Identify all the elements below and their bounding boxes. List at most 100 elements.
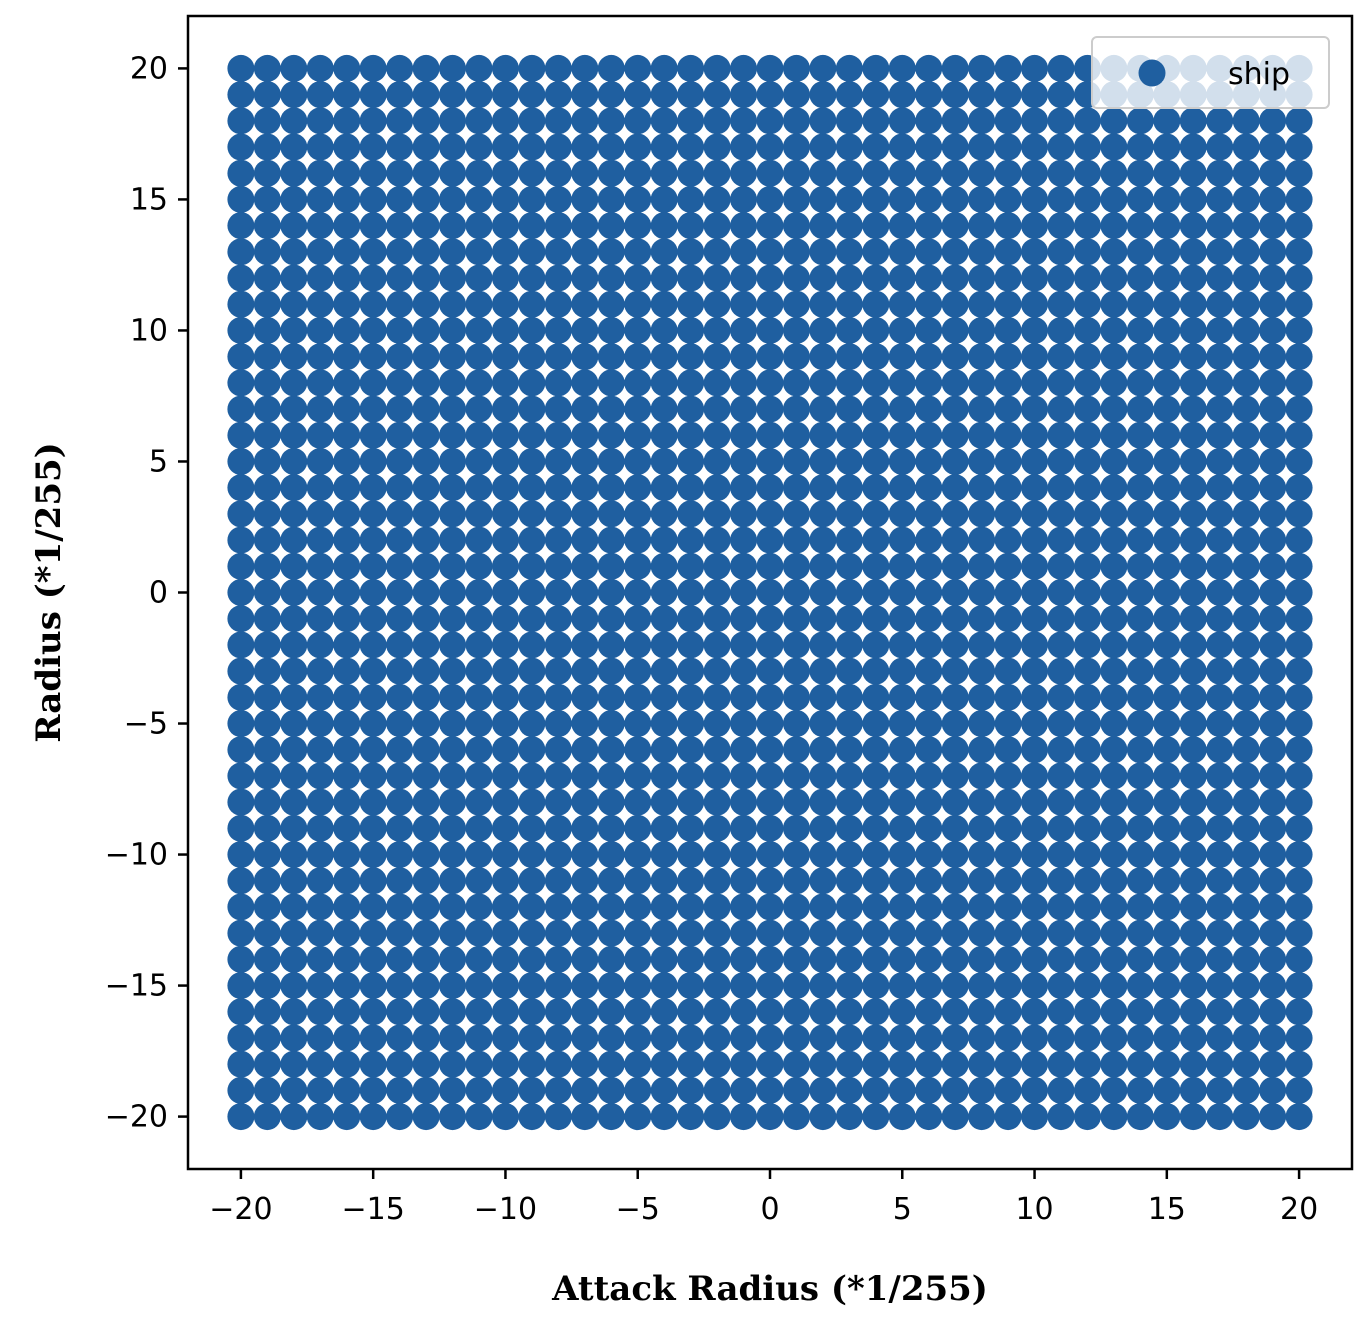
data-point — [1047, 474, 1075, 502]
data-point — [1206, 552, 1234, 580]
data-point — [544, 631, 572, 659]
data-point — [888, 81, 916, 109]
data-point — [518, 867, 546, 895]
data-point — [1232, 736, 1260, 764]
data-point — [1126, 159, 1154, 187]
data-point — [888, 185, 916, 213]
data-point — [597, 788, 625, 816]
data-point — [439, 81, 467, 109]
data-point — [491, 657, 519, 685]
data-point — [1073, 762, 1101, 790]
data-point — [359, 788, 387, 816]
data-point — [915, 474, 943, 502]
data-point — [888, 683, 916, 711]
data-point — [650, 343, 678, 371]
data-point — [1047, 1050, 1075, 1078]
data-point — [1126, 290, 1154, 318]
data-point — [280, 159, 308, 187]
data-point — [359, 54, 387, 82]
data-point — [306, 107, 334, 135]
data-point — [571, 421, 599, 449]
data-point — [465, 290, 493, 318]
data-point — [1100, 1103, 1128, 1131]
data-point — [915, 185, 943, 213]
data-point — [412, 185, 440, 213]
data-point — [994, 998, 1022, 1026]
data-point — [597, 290, 625, 318]
data-point — [1232, 290, 1260, 318]
data-point — [1153, 814, 1181, 842]
data-point — [835, 972, 863, 1000]
data-point — [386, 657, 414, 685]
data-point — [968, 762, 996, 790]
data-point — [835, 579, 863, 606]
data-point — [1285, 736, 1313, 764]
x-axis: −20 −15 −10 −5 0 5 10 15 20 — [209, 1169, 1318, 1227]
data-point — [544, 762, 572, 790]
data-point — [491, 316, 519, 344]
data-point — [835, 238, 863, 266]
data-point — [518, 1024, 546, 1052]
data-point — [994, 54, 1022, 82]
data-point — [280, 133, 308, 161]
data-point — [280, 447, 308, 475]
data-point — [941, 264, 969, 292]
data-point — [1206, 316, 1234, 344]
data-point — [253, 579, 281, 606]
data-point — [465, 631, 493, 659]
data-point — [1047, 316, 1075, 344]
data-point — [809, 657, 837, 685]
data-point — [1232, 133, 1260, 161]
data-point — [439, 369, 467, 397]
data-point — [1047, 893, 1075, 921]
data-point — [941, 316, 969, 344]
data-point — [809, 421, 837, 449]
data-point — [1179, 762, 1207, 790]
data-point — [333, 762, 361, 790]
data-point — [359, 1050, 387, 1078]
data-point — [1126, 447, 1154, 475]
data-point — [994, 316, 1022, 344]
data-point — [1179, 945, 1207, 973]
data-point — [571, 107, 599, 135]
data-point — [1047, 1103, 1075, 1131]
data-point — [412, 133, 440, 161]
data-point — [544, 919, 572, 947]
data-point — [915, 369, 943, 397]
data-point — [888, 893, 916, 921]
data-point — [703, 474, 731, 502]
data-point — [1153, 474, 1181, 502]
data-point — [1021, 919, 1049, 947]
data-point — [677, 133, 705, 161]
data-point — [544, 683, 572, 711]
data-point — [862, 316, 890, 344]
data-point — [280, 631, 308, 659]
data-point — [571, 474, 599, 502]
data-point — [782, 343, 810, 371]
data-point — [915, 212, 943, 240]
data-point — [597, 343, 625, 371]
data-point — [624, 552, 652, 580]
data-point — [227, 185, 255, 213]
data-point — [518, 945, 546, 973]
data-point — [571, 395, 599, 423]
data-point — [756, 814, 784, 842]
data-point — [1232, 867, 1260, 895]
data-point — [333, 657, 361, 685]
data-point — [1100, 579, 1128, 606]
data-point — [1232, 972, 1260, 1000]
data-point — [1232, 343, 1260, 371]
data-point — [1153, 395, 1181, 423]
data-point — [915, 710, 943, 738]
data-point — [597, 447, 625, 475]
data-point — [306, 290, 334, 318]
data-point — [333, 945, 361, 973]
data-point — [650, 395, 678, 423]
data-point — [1259, 500, 1287, 528]
data-point — [412, 421, 440, 449]
data-point — [1285, 1024, 1313, 1052]
data-point — [862, 998, 890, 1026]
data-point — [1285, 998, 1313, 1026]
data-point — [306, 945, 334, 973]
data-point — [782, 81, 810, 109]
